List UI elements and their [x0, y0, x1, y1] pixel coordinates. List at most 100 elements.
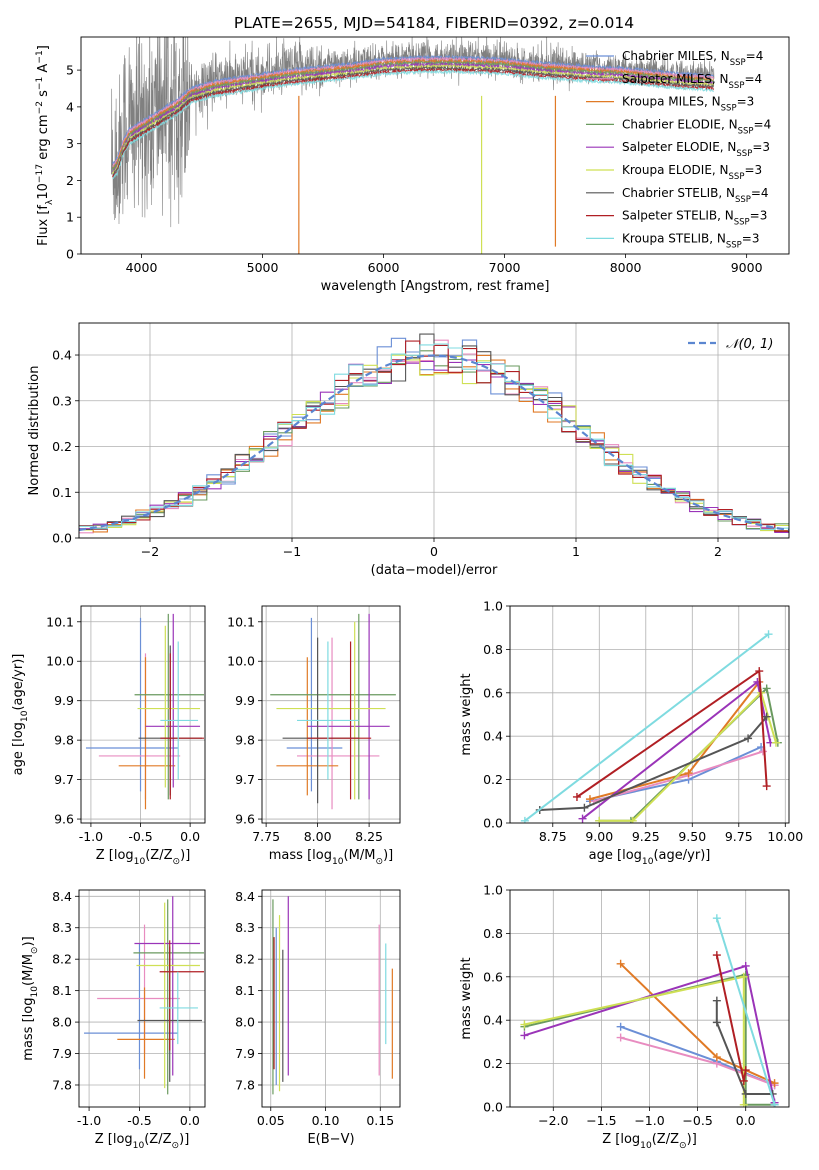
mass_vs_Z-panel: -1.0 -0.5 0.0 7.8 7.9 8.0 8.1 8.2 8.3 8.4 Z [log10… — [21, 889, 206, 1151]
y-tick-label: 5 — [66, 63, 74, 78]
y-tick-label: 0.0 — [483, 1100, 503, 1115]
x-tick-label: 0.0 — [180, 1113, 200, 1128]
y-tick-label: 8.0 — [235, 1015, 255, 1030]
x-tick-label: 0.15 — [366, 1113, 394, 1128]
series-marker — [758, 747, 767, 756]
spectrum-legend: Chabrier MILES, NSSP=4 Salpeter MILES, NS… — [586, 49, 771, 250]
axes-frame — [509, 605, 790, 824]
normal-distribution-curve — [79, 354, 789, 532]
plot-area — [79, 333, 789, 534]
series-marker — [585, 795, 594, 804]
x-axis-label: wavelength [Angstrom, rest frame] — [321, 279, 550, 294]
plot-area — [520, 630, 782, 823]
y-tick-label: 10.0 — [46, 654, 74, 669]
x-tick-label: −0.5 — [682, 1113, 712, 1128]
age_vs_Z-panel: -1.0 -0.5 0.0 9.6 9.7 9.8 9.9 10.0 10.1 Z [log10(… — [11, 605, 206, 867]
x-tick-label: 9.00 — [585, 829, 613, 844]
legend-entry-label: Salpeter STELIB, NSSP=3 — [622, 209, 767, 228]
series-marker — [580, 803, 589, 812]
series-marker — [762, 684, 771, 693]
legend-entry-label: 𝒩(0, 1) — [726, 337, 773, 352]
x-tick-label: 8.25 — [355, 829, 383, 844]
y-tick-label: 8.2 — [235, 952, 255, 967]
x-tick-label: 8.75 — [539, 829, 567, 844]
legend-entry-label: Chabrier STELIB, NSSP=4 — [622, 186, 769, 205]
y-tick-label: 0 — [66, 247, 74, 262]
plot-area — [270, 613, 396, 810]
series-line — [715, 917, 776, 1106]
series-marker — [739, 1076, 748, 1085]
y-tick-label: 7.9 — [52, 1046, 72, 1061]
y-tick-label: 7.9 — [235, 1046, 255, 1061]
y-tick-label: 8.4 — [235, 889, 255, 904]
y-tick-label: 0.4 — [52, 348, 72, 363]
histogram-step-line — [79, 343, 789, 530]
series-marker — [762, 712, 771, 721]
y-tick-label: 9.8 — [235, 733, 255, 748]
y-tick-label: 0.4 — [483, 729, 503, 744]
series-marker — [741, 961, 750, 970]
series-marker — [684, 769, 693, 778]
y-tick-label: 0.3 — [52, 393, 72, 408]
y-tick-label: 0.8 — [483, 642, 503, 657]
x-tick-label: 10.00 — [767, 829, 803, 844]
residuals-panel: −2 −1 0 1 2 0.0 0.1 0.2 0.3 0.4 (data−model)/error… — [27, 322, 790, 578]
x-axis-label: Z [log10(Z/Z⊙)] — [95, 1132, 190, 1151]
x-tick-label: −1.0 — [634, 1113, 664, 1128]
x-tick-label: 0.0 — [180, 829, 200, 844]
axes-frame — [80, 36, 790, 255]
x-tick-label: −1.5 — [586, 1113, 616, 1128]
series-line — [539, 716, 768, 811]
plot-area — [520, 914, 779, 1107]
y-tick-label: 10.1 — [227, 614, 255, 629]
y-tick-label: 3 — [66, 136, 74, 151]
x-tick-label: 9.25 — [632, 829, 660, 844]
series-marker — [712, 996, 721, 1005]
axes-frame — [261, 889, 401, 1108]
series-marker — [755, 667, 764, 676]
y-tick-label: 0.0 — [483, 816, 503, 831]
x-axis-label: (data−model)/error — [371, 563, 498, 578]
series-line — [599, 690, 777, 822]
x-axis-label: mass [log10(M/M⊙)] — [269, 848, 393, 867]
series-marker — [744, 734, 753, 743]
series-marker — [712, 1018, 721, 1027]
series-marker — [762, 782, 771, 791]
x-tick-label: 9000 — [731, 260, 763, 275]
x-axis-label: E(B−V) — [307, 1132, 354, 1147]
x-tick-label: 7000 — [489, 260, 521, 275]
x-tick-label: 0.0 — [736, 1113, 756, 1128]
y-tick-label: 8.4 — [52, 889, 72, 904]
model-spectrum-line — [112, 57, 714, 170]
x-tick-label: -0.5 — [127, 1113, 151, 1128]
x-tick-label: 6000 — [368, 260, 400, 275]
series-marker — [712, 1053, 721, 1062]
legend-entry-label: Chabrier ELODIE, NSSP=4 — [622, 117, 771, 136]
legend-entry-label: Kroupa ELODIE, NSSP=3 — [622, 163, 762, 182]
legend-entry-label: Salpeter MILES, NSSP=4 — [622, 72, 762, 91]
x-axis-label: age [log10(age/yr)] — [589, 848, 711, 867]
legend-entry-label: Kroupa STELIB, NSSP=3 — [622, 231, 760, 250]
x-tick-label: −1 — [283, 544, 301, 559]
series-marker — [595, 816, 604, 823]
y-tick-label: 7.8 — [235, 1077, 255, 1092]
x-tick-label: -1.0 — [77, 1113, 101, 1128]
x-tick-label: 8000 — [610, 260, 642, 275]
x-tick-label: 4000 — [126, 260, 158, 275]
series-marker — [616, 959, 625, 968]
y-axis-label: Flux [fλ10−17 erg cm−2 s−1 A−1] — [35, 45, 55, 246]
y-tick-label: 0.6 — [483, 685, 503, 700]
x-tick-label: 1 — [572, 544, 580, 559]
series-marker — [739, 1100, 748, 1107]
series-marker — [771, 738, 780, 747]
legend-entry-label: Chabrier MILES, NSSP=4 — [622, 49, 763, 68]
series-marker — [572, 792, 581, 801]
series-marker — [520, 1020, 529, 1029]
legend-entry-label: Kroupa MILES, NSSP=3 — [622, 95, 754, 114]
y-tick-label: 8.0 — [52, 1015, 72, 1030]
y-tick-label: 9.9 — [54, 693, 74, 708]
x-tick-label: -1.0 — [79, 829, 103, 844]
series-marker — [616, 1033, 625, 1042]
axes-frame — [261, 605, 401, 824]
mass_vs_ebv-panel: 0.05 0.10 0.15 7.8 7.9 8.0 8.1 8.2 8.3 8.4 E(B−V) — [235, 889, 401, 1147]
